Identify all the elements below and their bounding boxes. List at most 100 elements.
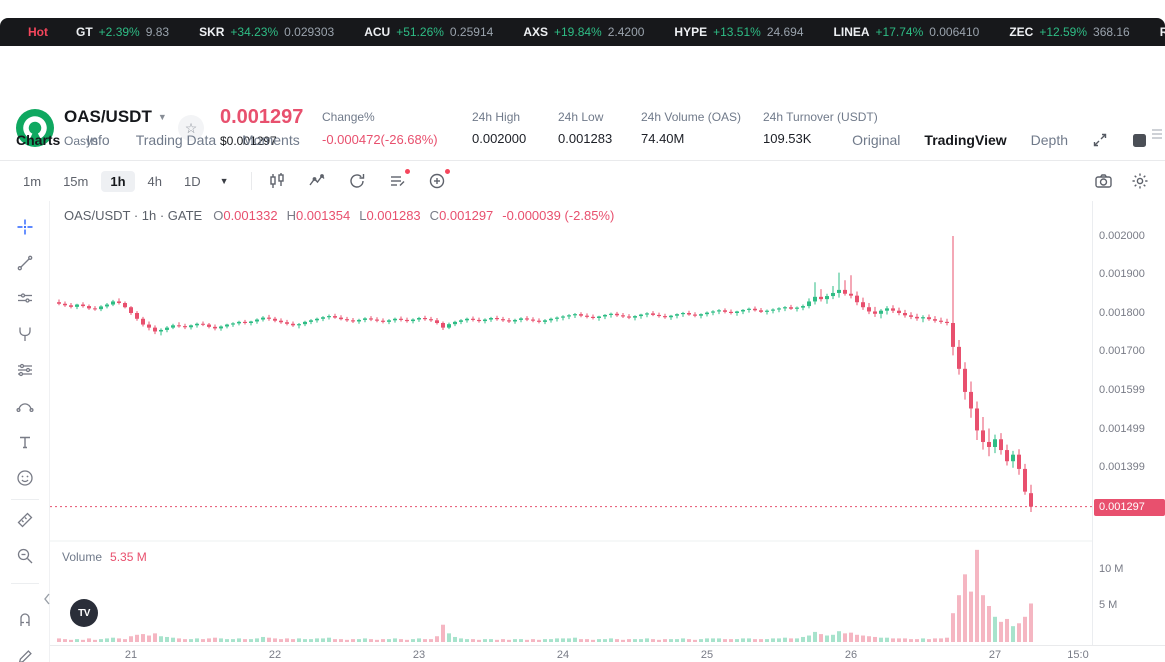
stat-value: 74.40M <box>641 131 685 146</box>
ticker-price: 0.006410 <box>929 25 980 39</box>
legend-value: 0.001283 <box>366 208 421 223</box>
legend-o: O0.001332 <box>213 208 277 223</box>
view-depth[interactable]: Depth <box>1030 132 1068 148</box>
trend-line-tool[interactable] <box>16 254 34 272</box>
pair-title: OAS/USDT <box>64 107 152 126</box>
price-axis-label: 0.001599 <box>1099 384 1145 397</box>
ticker-symbol: HYPE <box>674 25 708 39</box>
ticker-item-resolv[interactable]: RESOLV+30.72%0.13058 <box>1160 25 1165 39</box>
ticker-item-zec[interactable]: ZEC +12.59% 368.16 <box>1009 25 1129 39</box>
change-label: Change% <box>322 110 375 124</box>
layout-button[interactable] <box>1132 133 1147 148</box>
ticker-price: 0.029303 <box>284 25 335 39</box>
stat-label: 24h High <box>472 110 521 124</box>
legend-key: H <box>286 208 296 223</box>
stat-value: 0.002000 <box>472 131 527 146</box>
legend-key: C <box>429 208 440 223</box>
curve-tool[interactable] <box>16 397 34 415</box>
time-axis-label: 26 <box>844 649 858 661</box>
indicators-icon <box>308 174 325 186</box>
interval-dropdown[interactable]: ▼ <box>219 176 229 186</box>
panel-resize-handle-icon[interactable] <box>1151 127 1163 141</box>
edit-tool[interactable] <box>16 648 34 662</box>
horizontal-line-tool[interactable] <box>16 289 34 307</box>
text-tool[interactable] <box>16 433 34 451</box>
interval-1h[interactable]: 1h <box>101 170 135 192</box>
ticker-item-axs[interactable]: AXS +19.84% 2.4200 <box>523 25 644 39</box>
measure-tool[interactable] <box>16 511 34 529</box>
price-axis-label: 0.001499 <box>1099 422 1145 435</box>
chart-style-button[interactable] <box>268 172 286 190</box>
layout-square-icon <box>1133 133 1146 147</box>
tab-charts[interactable]: Charts <box>16 132 61 148</box>
tools-divider <box>11 499 39 500</box>
ticker-symbol: ACU <box>364 25 391 39</box>
ticker-price: 24.694 <box>766 25 804 39</box>
stat-24h-turnover-usdt-: 24h Turnover (USDT) 109.53K <box>763 110 878 146</box>
stat-24h-volume-oas-: 24h Volume (OAS) 74.40M <box>641 110 741 146</box>
add-indicator-button[interactable] <box>428 169 450 190</box>
hot-label: Hot <box>28 25 48 39</box>
ticker-symbol: GT <box>76 25 93 39</box>
emoji-tool[interactable] <box>16 469 34 487</box>
tab-info[interactable]: Info <box>86 132 110 148</box>
stat-value: 109.53K <box>763 131 812 146</box>
ticker-symbol: RESOLV <box>1159 25 1165 39</box>
ticker-item-skr[interactable]: SKR +34.23% 0.029303 <box>199 25 334 39</box>
ticker-item-gt[interactable]: GT +2.39% 9.83 <box>76 25 169 39</box>
view-tradingview[interactable]: TradingView <box>924 132 1007 148</box>
zoom-tool[interactable] <box>16 547 34 565</box>
interval-4h[interactable]: 4h <box>147 173 162 189</box>
tab-moments[interactable]: Moments <box>242 132 300 148</box>
volume-axis-label: 10 M <box>1099 563 1124 575</box>
refresh-icon <box>349 174 364 188</box>
pitchfork-tool[interactable] <box>16 325 34 343</box>
price-axis-label: 0.001700 <box>1099 345 1145 358</box>
ticker-item-linea[interactable]: LINEA +17.74% 0.006410 <box>834 25 980 39</box>
magnet-tool[interactable] <box>16 610 34 628</box>
last-price-usd: $0.001297 <box>220 134 277 148</box>
ticker-price: 9.83 <box>145 25 170 39</box>
stat-value: 0.001283 <box>558 131 613 146</box>
candlestick-volume-chart[interactable] <box>50 201 1092 645</box>
order-log-button[interactable] <box>388 169 410 190</box>
ticker-item-acu[interactable]: ACU +51.26% 0.25914 <box>364 25 493 39</box>
patterns-tool[interactable] <box>16 361 34 379</box>
ticker-symbol: ZEC <box>1009 25 1034 39</box>
ticker-item-hype[interactable]: HYPE +13.51% 24.694 <box>674 25 803 39</box>
view-original[interactable]: Original <box>852 132 901 148</box>
refresh-button[interactable] <box>348 172 366 190</box>
price-axis-label: 0.001900 <box>1099 268 1145 281</box>
ticker-symbol: AXS <box>523 25 548 39</box>
interval-1m[interactable]: 1m <box>23 173 42 189</box>
legend-value: 0.001297 <box>439 208 494 223</box>
pair-selector[interactable]: OAS/USDT ▼ <box>64 107 167 127</box>
tradingview-logo-icon[interactable]: TV <box>70 599 98 627</box>
fullscreen-button[interactable] <box>1092 132 1108 148</box>
time-axis-label: 22 <box>268 649 282 661</box>
indicators-button[interactable] <box>308 172 326 190</box>
ticker-price: 2.4200 <box>607 25 645 39</box>
chevron-down-icon: ▼ <box>157 112 167 122</box>
camera-icon <box>1095 174 1112 188</box>
tab-trading-data[interactable]: Trading Data <box>135 132 217 148</box>
tools-divider <box>11 583 39 584</box>
collapse-tools-icon[interactable] <box>43 593 51 605</box>
ticker-change: +17.74% <box>875 25 924 39</box>
volume-axis-label: 5 M <box>1099 599 1118 611</box>
interval-15m[interactable]: 15m <box>63 173 89 189</box>
volume-label: Volume <box>62 550 103 564</box>
time-axis-label: 23 <box>412 649 426 661</box>
crosshair-tool[interactable] <box>16 218 34 236</box>
legend-value: 0.001354 <box>295 208 351 223</box>
price-axis[interactable]: 0.001297 0.002000 0.001900 0.001800 0.00170… <box>1092 201 1165 645</box>
screenshot-button[interactable] <box>1094 172 1113 190</box>
time-axis[interactable]: 21 22 23 24 25 26 27 15:0 <box>50 645 1165 662</box>
interval-1d[interactable]: 1D <box>184 173 201 189</box>
chart-settings-button[interactable] <box>1131 172 1149 190</box>
legend-change: -0.000039 (-2.85%) <box>502 208 615 223</box>
favorite-button[interactable]: ☆ <box>178 115 204 141</box>
drawing-tools-panel <box>0 201 50 662</box>
chart-plot[interactable]: OAS/USDT · 1h · GATE O0.001332 H0.001354 L0… <box>50 201 1092 662</box>
